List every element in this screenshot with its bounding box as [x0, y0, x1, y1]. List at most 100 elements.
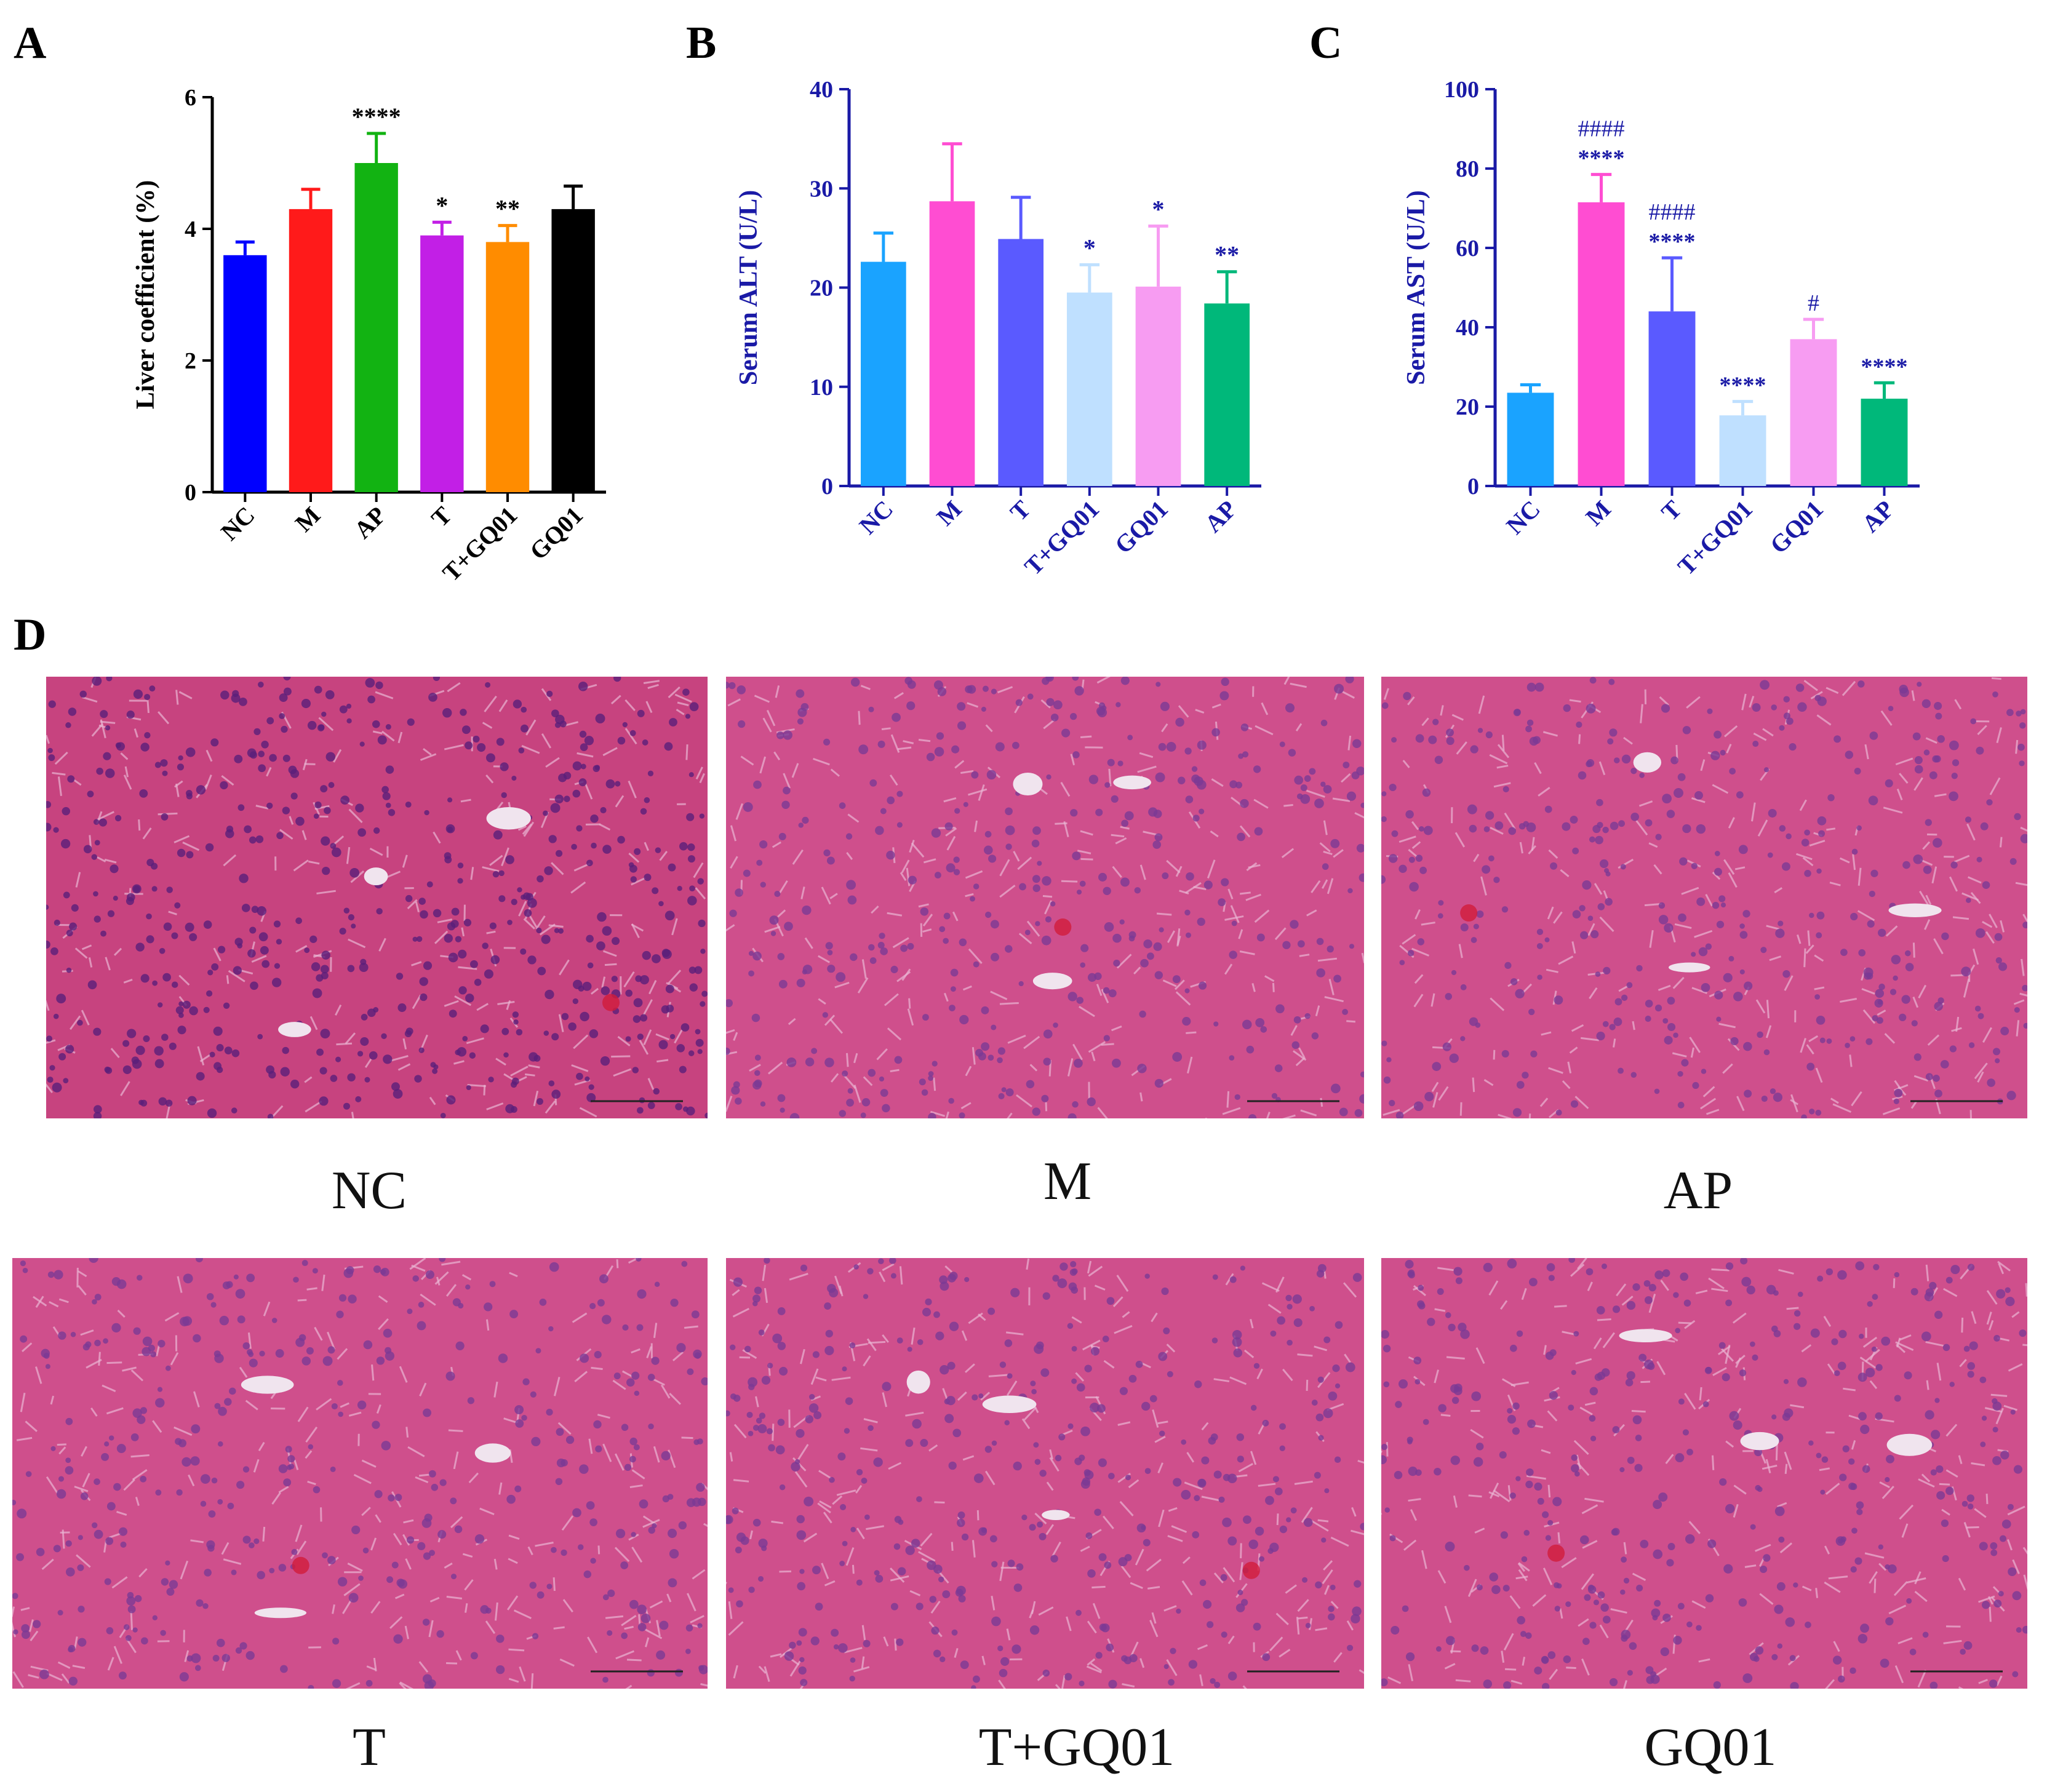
bar-t	[420, 235, 464, 492]
nucleus	[1106, 1297, 1115, 1305]
nucleus	[799, 1569, 805, 1574]
sinusoid	[1239, 1562, 1243, 1580]
sinusoid	[1006, 1380, 1018, 1396]
nucleus	[946, 863, 956, 873]
sinusoid	[585, 823, 601, 826]
nucleus	[1992, 1456, 2001, 1465]
sinusoid	[1330, 1601, 1339, 1609]
sinusoid	[1644, 902, 1662, 907]
nucleus	[123, 1624, 130, 1630]
sinusoid	[638, 1614, 641, 1625]
sinusoid	[1895, 757, 1913, 766]
sinusoid	[463, 904, 466, 922]
nucleus	[178, 755, 183, 761]
sinusoid	[541, 688, 552, 701]
nucleus	[1937, 997, 1944, 1004]
nucleus	[789, 1113, 800, 1118]
nucleus	[152, 1615, 158, 1620]
nucleus	[1679, 857, 1688, 866]
sinusoid	[644, 842, 649, 851]
nucleus	[78, 1638, 87, 1647]
nucleus	[633, 1444, 640, 1451]
sinusoid	[1253, 1642, 1255, 1652]
nucleus	[1167, 1371, 1173, 1377]
nucleus	[1520, 1631, 1526, 1638]
nucleus	[1170, 1647, 1176, 1654]
nucleus	[1227, 1536, 1237, 1546]
nucleus	[33, 1620, 41, 1628]
sinusoid	[803, 1532, 818, 1543]
nucleus	[951, 745, 960, 754]
nucleus	[845, 1397, 853, 1405]
nucleus	[754, 1286, 762, 1294]
sinusoid	[1883, 806, 1903, 814]
nucleus	[1982, 881, 1990, 890]
nucleus	[1739, 923, 1745, 929]
sinusoid	[1130, 1582, 1143, 1589]
sinusoid	[1977, 1071, 1984, 1083]
nucleus	[1522, 1072, 1529, 1079]
nucleus	[1391, 1625, 1400, 1635]
blood-cells	[1242, 1561, 1260, 1579]
sinusoid	[1060, 782, 1071, 797]
nucleus	[1967, 1264, 1975, 1271]
nucleus	[1523, 821, 1529, 827]
sinusoid	[419, 1382, 427, 1397]
sinusoid	[1888, 1604, 1907, 1615]
sinusoid	[1824, 1679, 1835, 1689]
bar-m	[1578, 202, 1625, 486]
nucleus	[551, 709, 559, 717]
nucleus	[613, 677, 621, 682]
nucleus	[1875, 1364, 1883, 1371]
sinusoid	[1085, 746, 1103, 749]
nucleus	[1982, 1601, 1990, 1609]
sinusoid	[1500, 1300, 1508, 1310]
nucleus	[45, 1364, 50, 1369]
nucleus	[1212, 1274, 1218, 1280]
bar-nc	[223, 255, 267, 492]
nucleus	[1305, 1623, 1311, 1628]
nucleus	[631, 1532, 636, 1537]
nucleus	[122, 1040, 130, 1047]
nucleus	[1311, 1400, 1318, 1406]
nucleus	[1878, 928, 1886, 937]
sinusoid	[1951, 1027, 1962, 1032]
nucleus	[1934, 1089, 1942, 1098]
sinusoid	[1186, 1031, 1197, 1034]
nucleus	[826, 856, 835, 865]
nucleus	[1040, 1368, 1050, 1377]
sinusoid	[1043, 719, 1056, 730]
nucleus	[111, 1323, 121, 1332]
nucleus	[1963, 1641, 1973, 1650]
nucleus	[1619, 1467, 1625, 1473]
nucleus	[1654, 1088, 1660, 1094]
sinusoid	[1548, 849, 1558, 859]
nucleus	[943, 912, 951, 920]
sinusoid	[954, 760, 965, 769]
nucleus	[217, 946, 226, 954]
nucleus	[2009, 858, 2017, 865]
nucleus	[190, 1456, 200, 1466]
nucleus	[1597, 903, 1605, 910]
nucleus	[335, 1056, 341, 1062]
nucleus	[312, 988, 322, 998]
nucleus	[898, 1519, 904, 1525]
nucleus	[1026, 1080, 1035, 1089]
nucleus	[687, 1368, 694, 1376]
nucleus	[1848, 1458, 1855, 1465]
sinusoid	[1480, 876, 1487, 896]
sinusoid	[1842, 680, 1856, 696]
nucleus	[261, 960, 270, 968]
nucleus	[355, 803, 364, 813]
nucleus	[735, 888, 743, 897]
nucleus	[1675, 1328, 1681, 1334]
histology-label-t-gq01: T+GQ01	[978, 1718, 1175, 1777]
nucleus	[374, 1490, 383, 1499]
nucleus	[179, 1672, 189, 1682]
sinusoid	[866, 1338, 877, 1352]
x-tick-label: GQ01	[1765, 495, 1829, 559]
sinusoid	[125, 1637, 137, 1654]
nucleus	[1432, 719, 1439, 725]
nucleus	[231, 1049, 240, 1057]
nucleus	[281, 725, 288, 733]
